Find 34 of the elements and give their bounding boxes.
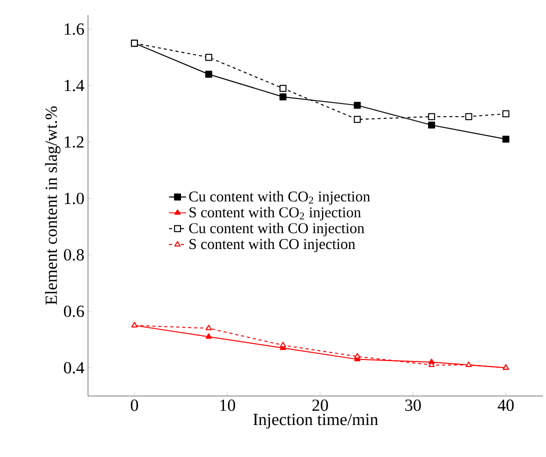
point xyxy=(428,113,436,120)
y-tick-label: 1.2 xyxy=(64,136,84,148)
point xyxy=(502,136,510,143)
y-axis-title: Element content in slag/wt.% xyxy=(45,106,60,305)
point xyxy=(502,110,510,118)
point xyxy=(206,324,212,330)
y-tick-label: 0.6 xyxy=(64,306,84,318)
point xyxy=(465,113,472,120)
legend-label: Cu content with CO$_{2}$ injection xyxy=(189,191,370,205)
point xyxy=(205,70,212,78)
x-axis-title: Injection time/min xyxy=(253,414,378,429)
point xyxy=(428,122,436,129)
legend-label: S content with CO$_{2}$ injection xyxy=(190,206,361,220)
y-tick-label: 1.0 xyxy=(64,192,84,204)
y-tick-label: 1.4 xyxy=(64,80,84,92)
y-tick-label: 0.4 xyxy=(64,362,84,374)
y-tick-label: 0.8 xyxy=(64,249,84,261)
point xyxy=(205,54,212,61)
point xyxy=(280,93,286,100)
x-tick-label: 10 xyxy=(220,400,236,411)
x-tick-label: 0 xyxy=(130,400,138,411)
x-tick-label: 20 xyxy=(312,400,328,411)
y-tick-label: 1.6 xyxy=(64,23,84,35)
point xyxy=(466,361,472,367)
point xyxy=(280,342,286,348)
point xyxy=(354,353,360,358)
legend-label: S content with CO injection xyxy=(190,238,356,252)
legend-label: Cu content with CO injection xyxy=(189,222,364,236)
point xyxy=(354,116,361,123)
point xyxy=(354,102,361,109)
x-tick-label: 30 xyxy=(405,400,421,411)
point xyxy=(280,84,286,92)
point xyxy=(206,333,212,339)
x-tick-label: 40 xyxy=(498,400,514,411)
